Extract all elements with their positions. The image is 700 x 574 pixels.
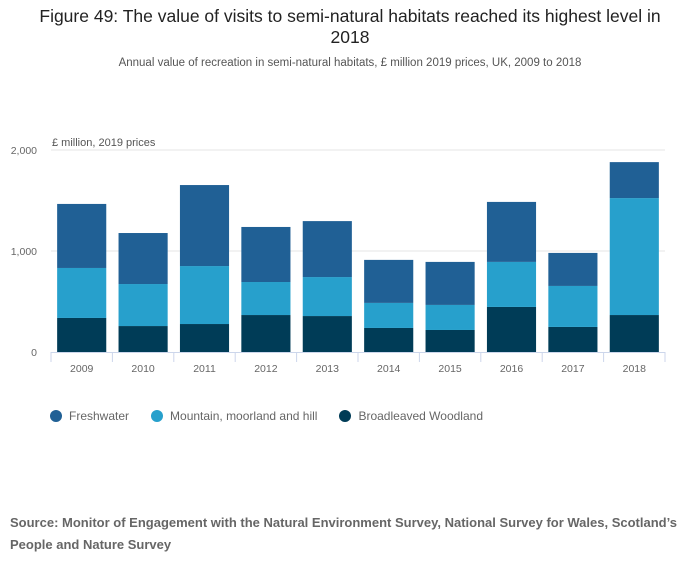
legend-item-freshwater[interactable]: Freshwater bbox=[50, 409, 129, 423]
y-tick-label: 1,000 bbox=[11, 246, 37, 258]
x-tick-label: 2015 bbox=[438, 363, 462, 375]
bar-segment-freshwater-2018 bbox=[609, 162, 659, 199]
bar-segment-freshwater-2017 bbox=[548, 252, 598, 286]
legend-label: Mountain, moorland and hill bbox=[170, 409, 318, 423]
bar-segment-mountain-moorland-and-hill-2016 bbox=[486, 261, 537, 307]
bar-segment-mountain-moorland-and-hill-2009 bbox=[57, 267, 107, 318]
bar-segment-mountain-moorland-and-hill-2013 bbox=[302, 277, 352, 317]
bar-segment-mountain-moorland-and-hill-2014 bbox=[364, 302, 414, 328]
bar-segment-broadleaved-woodland-2013 bbox=[302, 316, 352, 352]
legend-swatch-mountain bbox=[151, 410, 164, 422]
bar-segment-freshwater-2015 bbox=[425, 261, 475, 305]
bar-segment-freshwater-2009 bbox=[57, 203, 107, 268]
bar-segment-mountain-moorland-and-hill-2012 bbox=[241, 282, 291, 316]
bar-segment-freshwater-2013 bbox=[302, 221, 352, 278]
x-axis: 2009 2010 2011 2012 2013 2014 2015 2016 2017 2018 bbox=[50, 352, 666, 375]
bar-segment-freshwater-2011 bbox=[179, 185, 230, 267]
bar-segment-mountain-moorland-and-hill-2010 bbox=[118, 284, 168, 327]
legend-swatch-woodland bbox=[339, 410, 352, 422]
y-tick-label: 0 bbox=[31, 347, 37, 359]
bar-segment-broadleaved-woodland-2014 bbox=[364, 327, 414, 352]
bar-segment-mountain-moorland-and-hill-2017 bbox=[548, 285, 598, 327]
y-axis-label: £ million, 2019 prices bbox=[52, 137, 156, 149]
chart-title: Figure 49: The value of visits to semi-n… bbox=[39, 6, 661, 47]
bar-segment-broadleaved-woodland-2018 bbox=[609, 315, 659, 352]
bar-segment-broadleaved-woodland-2011 bbox=[179, 324, 230, 352]
legend-label: Broadleaved Woodland bbox=[358, 409, 483, 423]
bar-segment-broadleaved-woodland-2017 bbox=[548, 326, 598, 352]
x-tick-label: 2017 bbox=[561, 363, 585, 375]
legend: Freshwater Mountain, moorland and hill B… bbox=[50, 409, 505, 423]
x-tick-label: 2016 bbox=[500, 363, 524, 375]
x-tick-label: 2013 bbox=[316, 363, 340, 375]
bar-segment-freshwater-2014 bbox=[364, 259, 414, 303]
bar-segment-broadleaved-woodland-2015 bbox=[425, 329, 475, 352]
bar-segment-broadleaved-woodland-2016 bbox=[486, 306, 537, 352]
bar-segment-broadleaved-woodland-2009 bbox=[57, 317, 107, 352]
x-tick-label: 2010 bbox=[131, 363, 155, 375]
legend-swatch-freshwater bbox=[50, 410, 62, 422]
legend-item-woodland[interactable]: Broadleaved Woodland bbox=[339, 409, 483, 423]
bar-segment-mountain-moorland-and-hill-2018 bbox=[609, 198, 659, 316]
bar-segment-freshwater-2010 bbox=[118, 233, 168, 285]
bars bbox=[57, 162, 659, 352]
x-tick-label: 2011 bbox=[193, 363, 216, 375]
x-tick-label: 2014 bbox=[377, 363, 401, 375]
legend-label: Freshwater bbox=[69, 409, 130, 423]
source-note: Source: Monitor of Engagement with the N… bbox=[10, 515, 677, 552]
y-tick-label: 2,000 bbox=[11, 145, 37, 157]
bar-segment-mountain-moorland-and-hill-2011 bbox=[179, 266, 230, 325]
bar-segment-freshwater-2012 bbox=[241, 226, 291, 283]
y-axis-ticks: 0 1,000 2,000 bbox=[11, 145, 37, 359]
bar-segment-mountain-moorland-and-hill-2015 bbox=[425, 304, 475, 330]
bar-segment-broadleaved-woodland-2010 bbox=[118, 326, 168, 352]
x-tick-label: 2009 bbox=[70, 363, 94, 375]
x-tick-label: 2018 bbox=[623, 363, 647, 375]
legend-item-mountain[interactable]: Mountain, moorland and hill bbox=[151, 409, 317, 423]
x-tick-label: 2012 bbox=[254, 363, 278, 375]
bar-segment-freshwater-2016 bbox=[486, 201, 537, 262]
chart-subtitle: Annual value of recreation in semi-natur… bbox=[118, 57, 582, 69]
bar-segment-broadleaved-woodland-2012 bbox=[241, 315, 291, 352]
